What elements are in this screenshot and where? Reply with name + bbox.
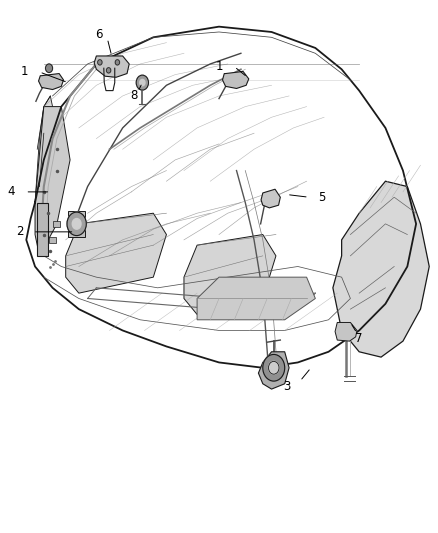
Circle shape <box>46 64 53 72</box>
Text: 1: 1 <box>20 66 28 78</box>
Circle shape <box>72 219 81 229</box>
Circle shape <box>136 75 148 90</box>
Polygon shape <box>39 74 64 90</box>
Text: 8: 8 <box>130 90 137 102</box>
Polygon shape <box>197 277 315 320</box>
Circle shape <box>263 354 285 381</box>
Circle shape <box>115 60 120 65</box>
Polygon shape <box>94 56 129 77</box>
Circle shape <box>268 361 279 374</box>
Text: 5: 5 <box>318 191 325 204</box>
Polygon shape <box>335 322 357 341</box>
Polygon shape <box>35 96 61 203</box>
Circle shape <box>98 60 102 65</box>
Polygon shape <box>261 189 280 208</box>
Circle shape <box>67 212 86 236</box>
FancyBboxPatch shape <box>53 221 60 227</box>
Circle shape <box>140 79 145 86</box>
Polygon shape <box>66 213 166 293</box>
FancyBboxPatch shape <box>49 237 56 243</box>
Text: 2: 2 <box>16 225 24 238</box>
Polygon shape <box>223 71 249 88</box>
Text: 6: 6 <box>95 28 102 41</box>
Text: 7: 7 <box>355 332 363 345</box>
Polygon shape <box>35 107 70 256</box>
Polygon shape <box>333 181 429 357</box>
Polygon shape <box>258 352 289 389</box>
Text: 4: 4 <box>7 185 15 198</box>
Text: 3: 3 <box>283 380 290 393</box>
Circle shape <box>106 68 111 73</box>
Polygon shape <box>37 203 48 256</box>
Polygon shape <box>184 235 276 314</box>
Polygon shape <box>68 211 85 237</box>
Text: 1: 1 <box>215 60 223 73</box>
